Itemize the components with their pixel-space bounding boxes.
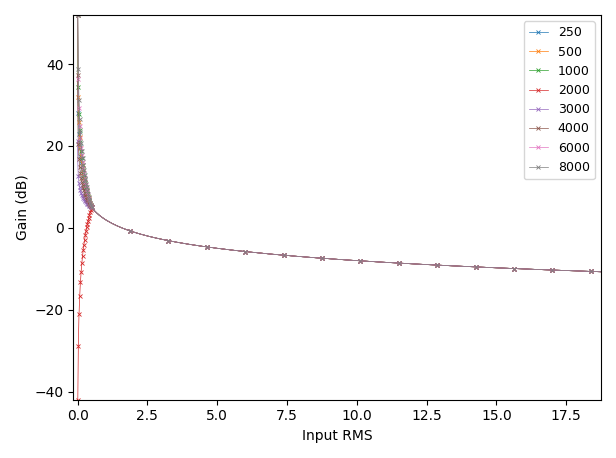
Line: 6000: 6000 [76,13,602,273]
4000 [85,200,92,206]
1000 [74,12,81,18]
250 [87,204,95,210]
3000 [74,138,81,144]
2000 [598,269,605,274]
8000 [87,204,95,210]
Line: 3000: 3000 [76,139,602,273]
250 [367,259,375,264]
500 [367,259,375,264]
4000 [598,269,605,274]
2000 [85,216,92,221]
3000 [86,203,94,209]
2000 [569,268,577,273]
8000 [86,200,94,205]
Line: 4000: 4000 [76,73,602,273]
500 [87,204,95,210]
Line: 8000: 8000 [76,13,602,273]
500 [86,201,94,206]
8000 [85,194,92,200]
1000 [598,269,605,274]
8000 [74,12,81,18]
Line: 1000: 1000 [76,13,602,273]
Legend: 250, 500, 1000, 2000, 3000, 4000, 6000, 8000: 250, 500, 1000, 2000, 3000, 4000, 6000, … [524,21,595,179]
250 [74,12,81,18]
6000 [86,200,94,206]
3000 [598,269,605,274]
4000 [74,72,81,77]
8000 [567,268,574,273]
2000 [370,259,377,264]
3000 [85,202,92,208]
250 [86,202,94,207]
6000 [367,259,375,264]
2000 [85,215,92,220]
4000 [87,204,95,210]
3000 [85,202,92,207]
6000 [85,195,92,201]
6000 [598,269,605,274]
1000 [87,204,95,210]
250 [598,269,605,274]
1000 [85,195,92,201]
4000 [367,259,375,264]
1000 [567,268,574,273]
500 [85,196,92,202]
2000 [86,209,94,215]
6000 [567,268,574,273]
Line: 500: 500 [76,13,602,273]
3000 [87,205,95,210]
500 [567,268,574,273]
500 [74,12,81,18]
1000 [85,196,92,201]
8000 [85,194,92,199]
2000 [74,397,81,403]
3000 [567,268,574,273]
Line: 250: 250 [76,13,602,273]
500 [598,269,605,274]
250 [85,197,92,203]
2000 [87,205,95,210]
8000 [598,269,605,274]
1000 [86,201,94,206]
6000 [74,12,81,18]
500 [85,196,92,202]
3000 [367,259,375,264]
250 [567,268,574,273]
1000 [367,259,375,264]
Line: 2000: 2000 [76,206,602,402]
4000 [86,202,94,208]
250 [85,197,92,203]
8000 [367,259,375,264]
4000 [567,268,574,273]
6000 [87,204,95,210]
X-axis label: Input RMS: Input RMS [302,429,373,443]
6000 [85,195,92,200]
4000 [85,200,92,205]
2000 [88,205,95,210]
Y-axis label: Gain (dB): Gain (dB) [15,174,29,240]
